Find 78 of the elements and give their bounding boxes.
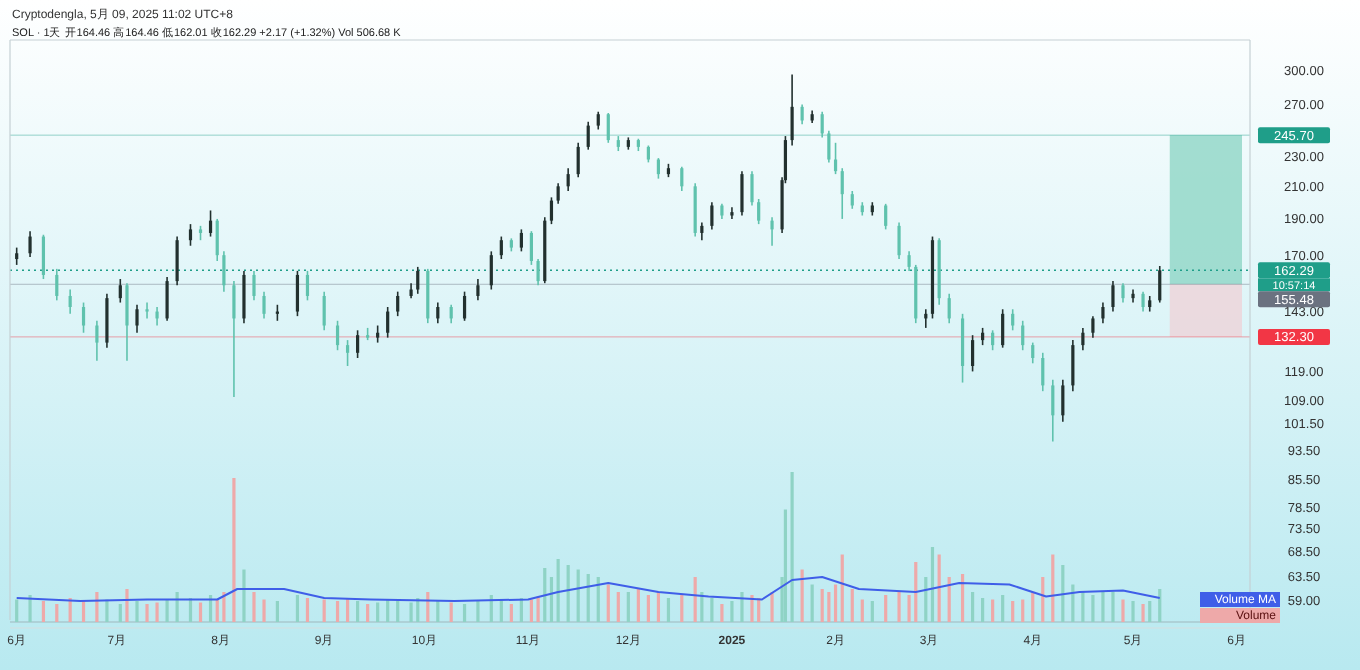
candlestick: [1141, 290, 1145, 313]
candlestick: [1091, 315, 1095, 339]
candlestick: [1158, 265, 1162, 304]
candlestick: [1111, 280, 1115, 313]
candlestick: [188, 223, 193, 247]
candlestick: [840, 167, 844, 220]
candlestick: [947, 293, 951, 324]
candlestick: [55, 268, 59, 302]
candlestick: [1061, 378, 1065, 423]
candlestick: [135, 303, 139, 334]
candlestick: [462, 290, 467, 322]
candlestick: [208, 209, 213, 238]
candlestick: [345, 339, 350, 367]
candlestick: [586, 120, 590, 151]
candlestick: [757, 198, 761, 225]
candlestick: [680, 165, 684, 192]
candlestick: [118, 278, 122, 304]
candlestick: [386, 306, 390, 339]
candlestick: [295, 270, 300, 317]
candlestick: [476, 278, 480, 302]
candlestick: [416, 266, 420, 295]
candlestick: [991, 329, 995, 352]
candlestick: [1071, 339, 1075, 392]
candlestick: [549, 196, 554, 225]
candlestick: [252, 270, 256, 302]
candlestick: [1001, 308, 1005, 349]
candlestick: [576, 142, 580, 178]
candlestick: [710, 201, 714, 231]
candlestick: [165, 276, 169, 322]
candlestick: [125, 282, 129, 362]
candlestick: [489, 250, 493, 291]
candlestick: [519, 228, 523, 253]
candlestick: [606, 112, 610, 144]
candlestick: [335, 319, 340, 352]
candlestick: [426, 268, 430, 324]
candlestick: [1011, 308, 1015, 332]
candlestick: [827, 130, 831, 164]
candlestick: [907, 250, 911, 272]
candlestick: [536, 258, 540, 287]
candlestick: [155, 306, 159, 327]
candlestick: [1051, 378, 1055, 443]
candlestick: [1041, 351, 1045, 392]
candlestick: [396, 290, 400, 317]
candlestick: [41, 233, 46, 280]
candlestick: [820, 110, 824, 139]
candlestick: [356, 329, 360, 359]
candlestick: [566, 167, 570, 192]
candlestick: [175, 235, 179, 287]
candlestick: [970, 334, 975, 373]
candlestick: [790, 73, 794, 147]
candlestick: [145, 301, 149, 320]
candlestick: [529, 230, 533, 266]
candlestick: [1021, 319, 1025, 352]
candlestick: [262, 290, 266, 320]
candlestick: [232, 280, 236, 398]
candlestick: [242, 270, 246, 324]
candlestick: [1081, 327, 1085, 352]
candlestick: [81, 301, 86, 334]
candlestick: [215, 218, 219, 262]
candlestick: [305, 270, 310, 302]
candlestick: [770, 216, 774, 247]
candlestick: [960, 313, 965, 384]
candlestick: [68, 288, 72, 315]
candlestick: [222, 250, 226, 293]
candlestick: [95, 319, 99, 362]
candlestick: [750, 170, 754, 207]
candlestick: [1121, 282, 1125, 304]
candlestick: [322, 290, 326, 332]
candlestick: [693, 182, 697, 238]
candlestick: [884, 203, 888, 231]
candlestick: [556, 182, 560, 205]
candlestick: [897, 221, 901, 260]
candlestick: [740, 170, 744, 217]
candlestick: [499, 235, 503, 260]
candlestick: [1101, 301, 1105, 324]
candlestick: [28, 230, 32, 258]
candlestick: [105, 293, 109, 349]
candlestick: [1031, 341, 1035, 365]
